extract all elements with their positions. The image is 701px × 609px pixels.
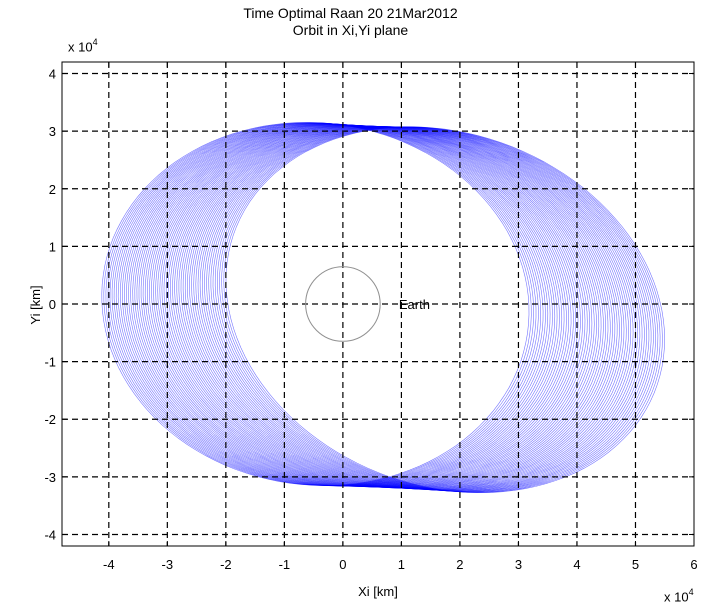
orbit-path: [159, 125, 595, 489]
orbit-path: [142, 124, 576, 488]
y-tick-label: -4: [44, 527, 56, 542]
orbit-path: [210, 126, 650, 492]
orbit-path: [136, 124, 569, 488]
orbit-path: [184, 126, 623, 490]
chart-title: Time Optimal Raan 20 21Mar2012: [243, 5, 458, 21]
y-tick-label: 0: [49, 297, 56, 312]
orbit-path: [186, 126, 625, 490]
orbit-path: [176, 125, 613, 490]
orbit-path: [216, 126, 656, 493]
orbit-path: [167, 125, 604, 489]
orbit-path: [204, 126, 643, 492]
x-tick-label: -4: [103, 557, 115, 572]
orbit-path: [219, 126, 659, 493]
orbit-path: [138, 124, 572, 488]
orbit-path: [214, 126, 654, 492]
orbit-path: [153, 125, 588, 488]
x-tick-label: 6: [690, 557, 697, 572]
y-tick-label: 4: [49, 67, 56, 82]
x-tick-label: -3: [162, 557, 174, 572]
x-axis-label: Xi [km]: [358, 584, 398, 599]
orbit-path: [178, 125, 616, 490]
y-tick-label: 1: [49, 239, 56, 254]
orbit-path: [161, 125, 597, 489]
orbit-path: [130, 124, 563, 487]
orbit-path: [157, 125, 593, 489]
x-tick-label: -1: [279, 557, 291, 572]
orbit-path: [180, 125, 618, 490]
x-tick-label: -2: [220, 557, 232, 572]
orbit-path: [105, 122, 535, 486]
y-multiplier: x 104: [68, 37, 98, 55]
orbit-path: [132, 124, 565, 487]
orbit-path: [225, 126, 665, 494]
orbit-path: [140, 124, 574, 488]
orbit-path: [146, 124, 581, 488]
x-tick-label: 5: [632, 557, 639, 572]
orbit-path: [174, 125, 611, 489]
x-tick-label: 0: [339, 557, 346, 572]
orbit-path: [199, 126, 638, 491]
x-multiplier: x 104: [664, 587, 694, 605]
orbit-path: [221, 126, 661, 493]
y-tick-label: -2: [44, 412, 56, 427]
orbit-path: [197, 126, 636, 491]
orbit-path: [144, 124, 579, 488]
y-axis-label: Yi [km]: [28, 285, 43, 324]
x-tick-label: 1: [398, 557, 405, 572]
orbit-path: [191, 126, 629, 491]
orbit-path: [165, 125, 602, 489]
y-tick-label: 3: [49, 124, 56, 139]
orbit-path: [121, 123, 553, 487]
y-tick-label: -3: [44, 470, 56, 485]
orbit-path: [124, 123, 556, 487]
x-tick-label: 3: [515, 557, 522, 572]
orbit-path: [126, 123, 558, 487]
orbit-path: [128, 123, 560, 487]
x-tick-label: 4: [573, 557, 580, 572]
earth-circle: [305, 266, 381, 342]
orbit-path: [115, 123, 546, 487]
orbit-path: [163, 125, 600, 489]
orbit-path: [151, 124, 586, 488]
orbit-path: [193, 126, 632, 491]
orbit-path: [189, 126, 627, 491]
orbit-path: [134, 124, 567, 487]
orbit-path: [182, 126, 620, 490]
chart-subtitle: Orbit in Xi,Yi plane: [292, 22, 409, 38]
orbit-path: [111, 122, 541, 487]
orbit-path: [155, 125, 590, 488]
orbit-path: [107, 122, 537, 487]
x-tick-label: 2: [456, 557, 463, 572]
y-tick-label: -1: [44, 355, 56, 370]
orbit-path: [172, 125, 609, 489]
orbit-path: [208, 126, 647, 492]
orbit-path: [109, 122, 539, 486]
orbit-path: [195, 126, 634, 491]
earth-label: Earth: [399, 297, 430, 312]
orbit-path: [101, 122, 530, 486]
orbit-path: [149, 124, 584, 488]
orbit-path: [201, 126, 641, 491]
orbit-path: [113, 122, 544, 487]
y-tick-label: 2: [49, 182, 56, 197]
